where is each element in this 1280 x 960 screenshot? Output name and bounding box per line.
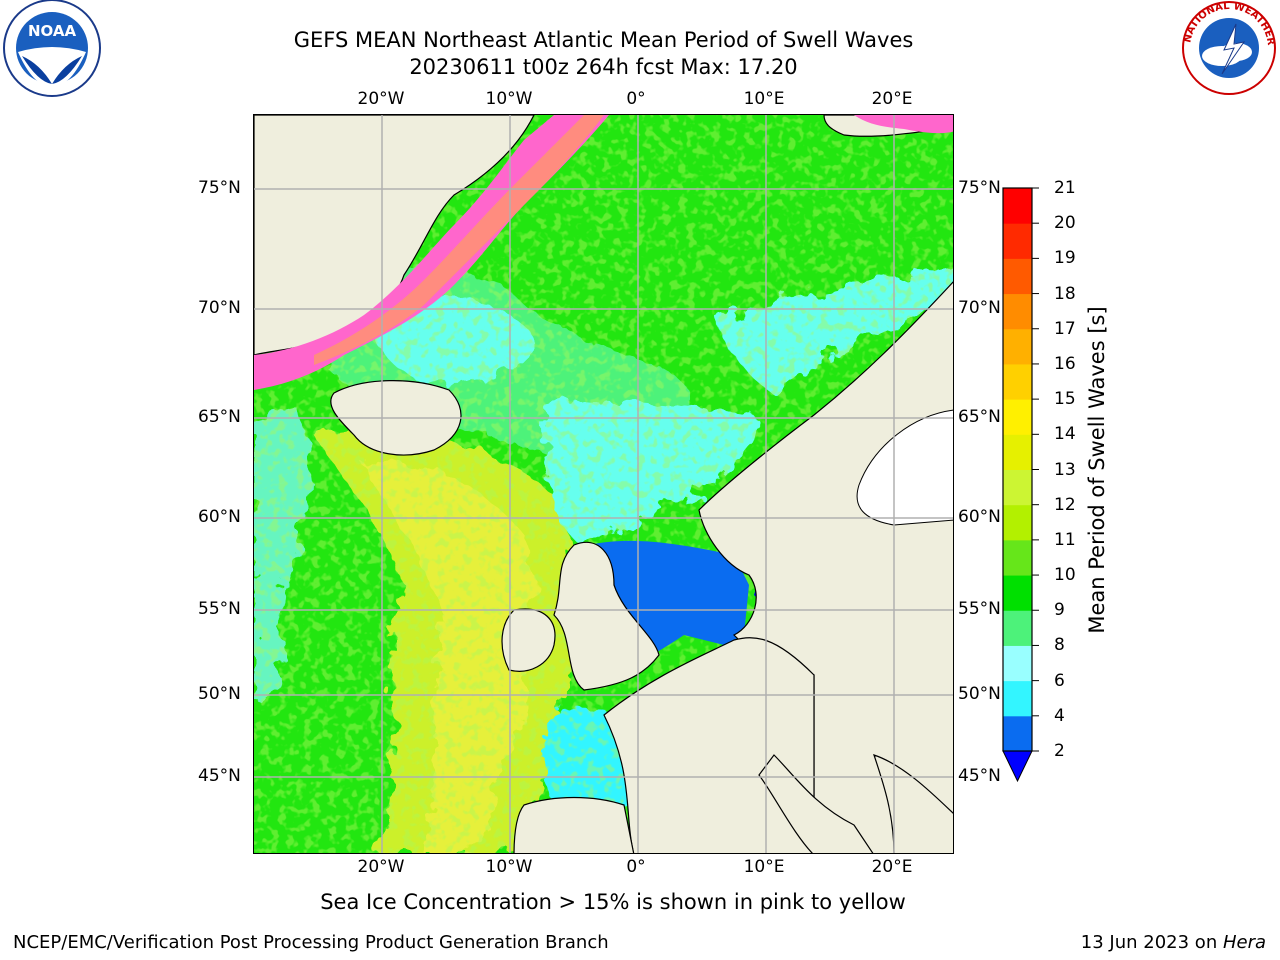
nws-logo: NATIONAL WEATHER SERVICE [1178,0,1276,95]
lat-tick-left: 55°N [198,599,241,619]
colorbar-box [1003,539,1032,576]
lon-tick-top: 0° [626,89,646,109]
swell-period-map [253,114,954,854]
lat-tick-left: 45°N [198,766,241,786]
colorbar-tick-label: 16 [1054,353,1076,374]
colorbar-box [1003,575,1032,611]
colorbar-tick-label: 20 [1054,213,1076,234]
colorbar-tick-label: 21 [1054,178,1076,198]
lon-tick-bottom: 20°W [357,857,405,877]
colorbar-box [1003,680,1032,717]
footer-date: 13 Jun 2023 on Hera [1081,932,1266,953]
footer-credit: NCEP/EMC/Verification Post Processing Pr… [13,932,609,953]
sea-ice-note: Sea Ice Concentration > 15% is shown in … [320,890,906,914]
lat-tick-right: 75°N [958,178,1001,198]
colorbar-tick-label: 4 [1054,705,1065,726]
colorbar-box [1003,293,1032,330]
lon-tick-top: 10°E [743,89,785,109]
lat-tick-right: 45°N [958,766,1001,786]
colorbar-box [1003,363,1032,400]
lon-tick-top: 20°W [357,89,405,109]
colorbar-box [1003,610,1032,646]
footer-date-text: 13 Jun 2023 on [1080,932,1223,953]
lon-tick-top: 20°E [871,89,913,109]
lat-tick-left: 65°N [198,407,241,427]
noaa-logo-text: NOAA [28,22,77,40]
map-subtitle: 20230611 t00z 264h fcst Max: 17.20 [409,55,798,79]
colorbar-box [1003,434,1032,470]
colorbar-tick-label: 6 [1054,670,1065,691]
colorbar-box [1003,504,1032,541]
map-title: GEFS MEAN Northeast Atlantic Mean Period… [293,28,914,52]
lon-tick-bottom: 20°E [871,857,913,877]
colorbar-tick-label: 9 [1054,600,1065,621]
lat-tick-left: 70°N [198,298,241,318]
colorbar-box [1003,399,1032,435]
noaa-logo: NOAA [3,0,101,97]
lon-tick-bottom: 10°W [485,857,533,877]
colorbar [1002,187,1039,783]
colorbar-tick-label: 2 [1054,741,1065,761]
lon-tick-bottom: 10°E [743,857,785,877]
footer-host: Hera [1222,932,1266,953]
colorbar-box [1003,258,1032,295]
colorbar-tick-label: 11 [1054,529,1076,550]
lat-tick-left: 75°N [198,178,241,198]
colorbar-title: Mean Period of Swell Waves [s] [1085,306,1109,634]
colorbar-box [1003,223,1032,259]
lat-tick-right: 50°N [958,684,1001,704]
colorbar-tick-label: 15 [1054,389,1076,410]
colorbar-tick-label: 10 [1054,565,1076,586]
lat-tick-right: 65°N [958,407,1001,427]
colorbar-box [1003,188,1032,224]
lat-tick-left: 50°N [198,684,241,704]
lon-tick-bottom: 0° [626,857,646,877]
lat-tick-left: 60°N [198,507,241,527]
colorbar-tick-label: 19 [1054,248,1076,269]
lat-tick-right: 55°N [958,599,1001,619]
colorbar-tick-label: 14 [1054,424,1076,445]
lat-tick-right: 60°N [958,507,1001,527]
colorbar-tick-label: 12 [1054,494,1076,515]
colorbar-tick-label: 18 [1054,283,1076,304]
colorbar-box [1003,715,1032,752]
colorbar-tick-label: 17 [1054,318,1076,339]
colorbar-tick-label: 8 [1054,635,1065,656]
colorbar-box [1003,645,1032,682]
lon-tick-top: 10°W [485,89,533,109]
colorbar-tick-label: 13 [1054,459,1076,480]
colorbar-box [1003,328,1032,365]
lat-tick-right: 70°N [958,298,1001,318]
colorbar-box [1003,469,1032,506]
